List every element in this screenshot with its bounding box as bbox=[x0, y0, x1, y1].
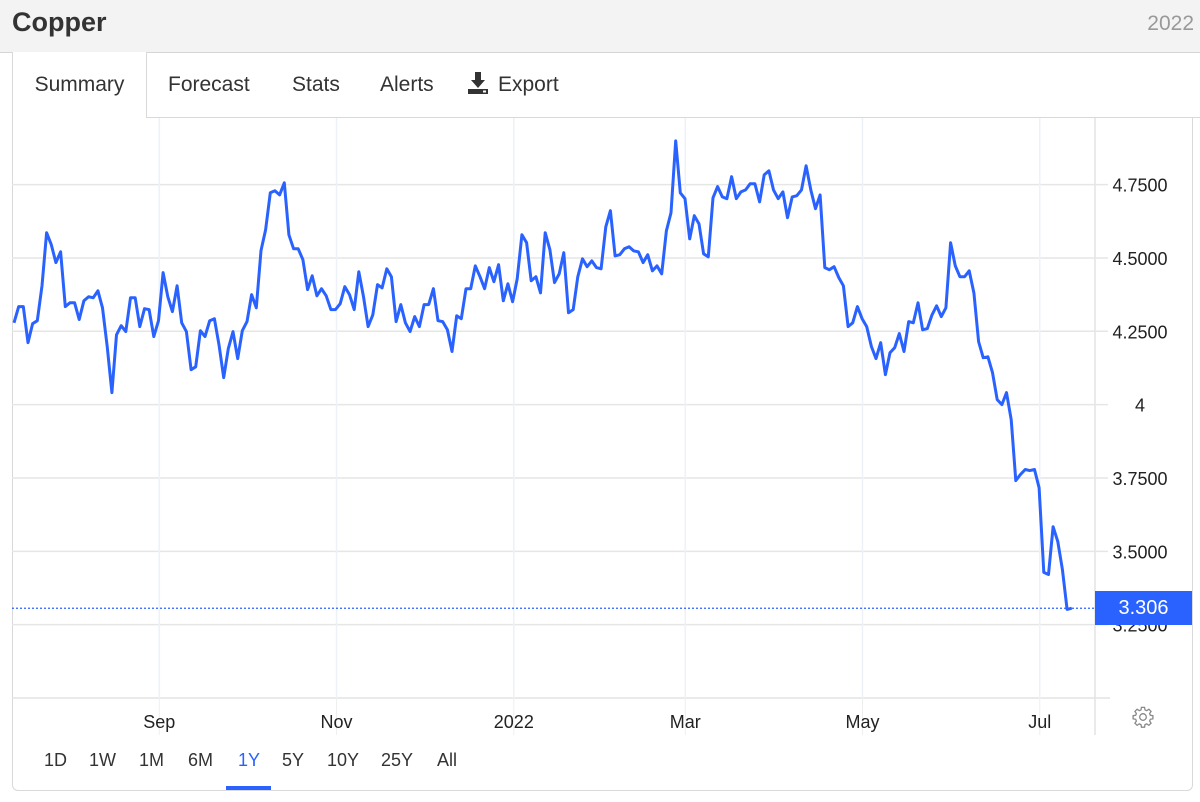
range-active-underline bbox=[226, 786, 271, 790]
series-line bbox=[12, 139, 1073, 611]
tab-forecast[interactable]: Forecast bbox=[168, 73, 250, 96]
page-title: Copper bbox=[12, 7, 107, 37]
x-tick-label: Nov bbox=[321, 712, 353, 732]
tab-stats[interactable]: Stats bbox=[292, 73, 340, 96]
x-tick-label: 2022 bbox=[494, 712, 534, 732]
y-tick-label: 4 bbox=[1135, 396, 1145, 416]
tab-export[interactable]: Export bbox=[468, 52, 559, 117]
range-1m[interactable]: 1M bbox=[139, 750, 165, 770]
tab-export-label: Export bbox=[498, 73, 559, 96]
last-value-label: 3.306 bbox=[1095, 591, 1192, 626]
gear-icon[interactable] bbox=[1132, 706, 1154, 728]
x-axis-ticks: Sep Nov 2022 Mar May Jul bbox=[143, 712, 1051, 732]
tab-summary[interactable]: Summary bbox=[12, 52, 147, 118]
range-25y[interactable]: 25Y bbox=[381, 750, 414, 770]
chart-panel bbox=[12, 117, 1193, 791]
range-1d[interactable]: 1D bbox=[44, 750, 68, 770]
range-all[interactable]: All bbox=[437, 750, 458, 770]
range-5y[interactable]: 5Y bbox=[282, 750, 305, 770]
x-tick-label: May bbox=[846, 712, 880, 732]
header: Copper 2022 bbox=[0, 0, 1200, 53]
range-1w[interactable]: 1W bbox=[89, 750, 116, 770]
y-tick-label: 3.7500 bbox=[1112, 469, 1167, 489]
y-tick-label: 4.2500 bbox=[1112, 322, 1167, 342]
range-6m[interactable]: 6M bbox=[188, 750, 214, 770]
y-tick-label: 4.5000 bbox=[1112, 249, 1167, 269]
range-10y[interactable]: 10Y bbox=[327, 750, 360, 770]
grid bbox=[12, 118, 1110, 735]
tab-bar: Summary Forecast Stats Alerts Export bbox=[12, 52, 1200, 118]
download-icon bbox=[468, 72, 488, 94]
x-tick-label: Sep bbox=[143, 712, 175, 732]
header-year: 2022 bbox=[1147, 12, 1194, 35]
x-tick-label: Jul bbox=[1028, 712, 1051, 732]
range-1y[interactable]: 1Y bbox=[238, 750, 261, 770]
y-tick-label: 3.5000 bbox=[1112, 542, 1167, 562]
x-tick-label: Mar bbox=[670, 712, 701, 732]
tab-alerts[interactable]: Alerts bbox=[380, 73, 434, 96]
y-tick-label: 4.7500 bbox=[1112, 176, 1167, 196]
